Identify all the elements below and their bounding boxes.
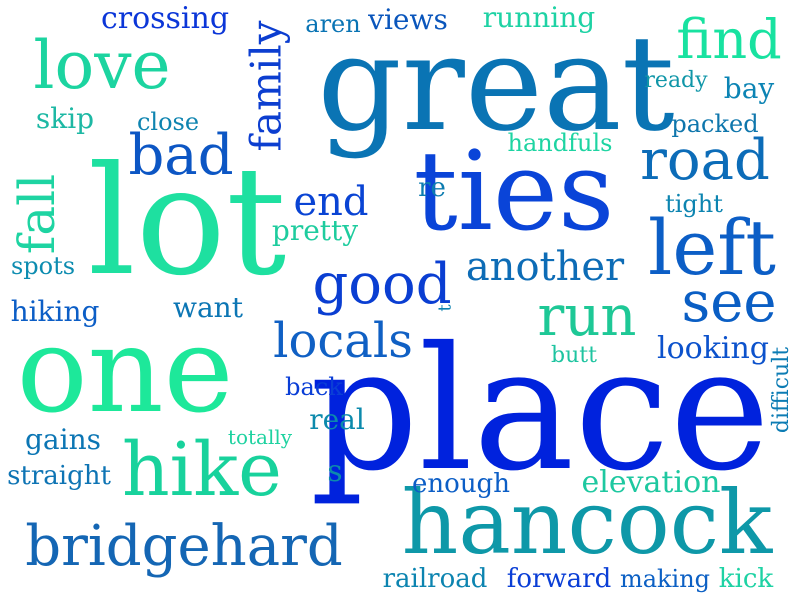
word-views: views [368,3,448,36]
word-locals: locals [273,313,413,369]
word-packed: packed [671,110,759,138]
word-running: running [482,1,596,34]
word-hiking: hiking [10,295,100,328]
word-handfuls: handfuls [507,129,613,157]
word-t: t [434,304,456,312]
word-back: back [285,373,343,401]
word-railroad: railroad [382,564,488,594]
word-lot: lot [87,135,287,309]
word-love: love [33,27,171,104]
word-family: family [241,20,291,152]
word-straight: straight [7,461,111,491]
word-ready: ready [644,68,708,93]
word-crossing: crossing [100,1,230,36]
word-difficult: difficult [769,346,794,434]
word-kick: kick [718,564,774,594]
word-gains: gains [25,423,101,456]
word-bay: bay [723,72,775,105]
word-run: run [537,284,637,349]
word-another: another [465,244,625,290]
word-forward: forward [506,564,612,594]
word-making: making [619,565,711,593]
word-enough: enough [412,469,510,499]
word-butt: butt [551,343,597,368]
word-tight: tight [665,190,723,218]
word-pretty: pretty [271,214,359,247]
word-ties: ties [413,127,615,255]
word-looking: looking [656,331,770,366]
word-elevation: elevation [581,465,721,500]
word-see: see [681,270,777,335]
word-re: re [418,173,446,203]
word-bridgehard: bridgehard [25,514,343,579]
word-want: want [173,291,243,324]
word-totally: totally [227,425,293,449]
word-place: place [309,311,771,509]
word-fall: fall [8,173,66,255]
word-bad: bad [128,123,234,188]
word-real: real [309,403,365,436]
word-end: end [293,179,369,225]
word-skip: skip [35,102,95,135]
word-find: find [676,8,782,71]
word-road: road [640,128,770,193]
word-spots: spots [10,252,76,280]
word-good: good [312,252,452,317]
word-close: close [136,108,200,136]
word-one: one [16,301,234,439]
word-left: left [648,203,776,292]
word-s: s [327,454,343,489]
word-hancock: hancock [401,471,773,574]
word-aren: aren [305,10,361,38]
word-hike: hike [122,427,282,513]
word-great: great [317,7,675,161]
